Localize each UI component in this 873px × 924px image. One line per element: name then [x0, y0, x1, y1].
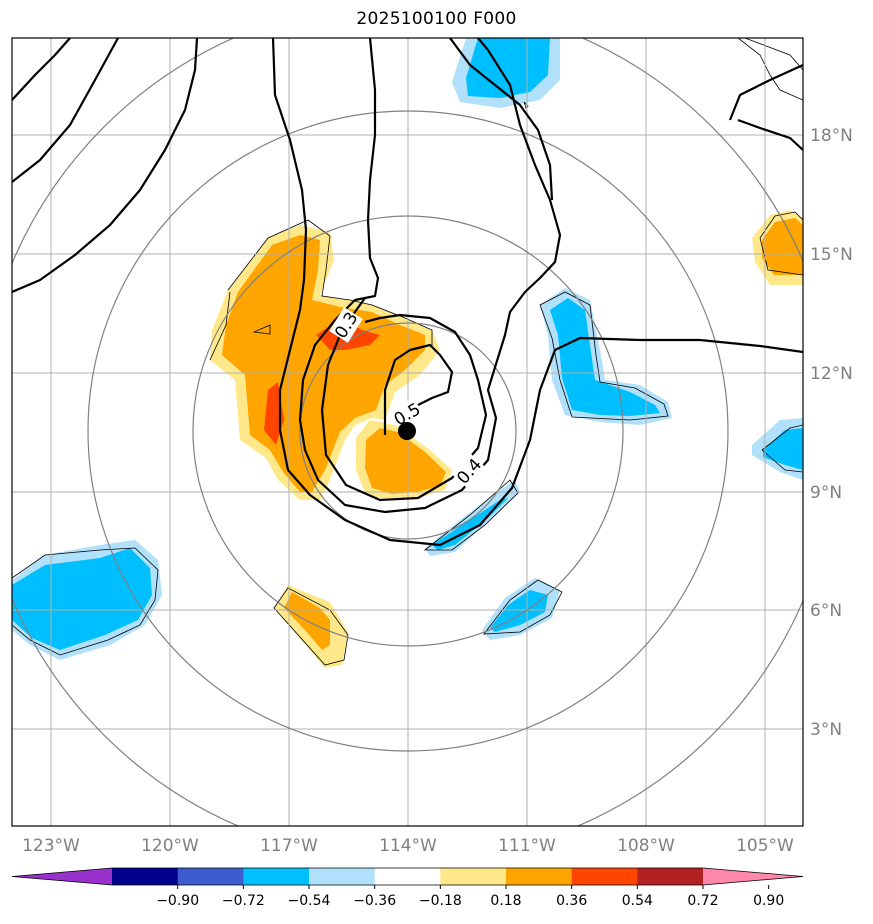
colorbar-tick-label: −0.54	[288, 893, 331, 909]
lat-label: 18°N	[810, 126, 853, 146]
lon-label: 117°W	[260, 836, 318, 856]
colorbar: −0.90 −0.72 −0.54 −0.36 −0.18 0.18 0.36 0.54 0.7…	[11, 867, 804, 909]
shading-outlines	[12, 38, 803, 666]
lon-label: 105°W	[736, 836, 794, 856]
colorbar-tick-label: −0.18	[419, 893, 462, 909]
colorbar-swatch	[177, 868, 244, 885]
colorbar-tick-label: −0.72	[222, 893, 265, 909]
colorbar-swatch	[374, 868, 441, 885]
storm-center-marker	[398, 422, 416, 440]
map-frame	[11, 37, 804, 827]
graticule	[12, 38, 803, 826]
colorbar-swatch	[571, 868, 638, 885]
colorbar-swatch	[112, 868, 179, 885]
colorbar-swatch	[243, 868, 310, 885]
lon-label: 123°W	[22, 836, 80, 856]
colorbar-tick-label: 0.18	[490, 893, 521, 909]
colorbar-tick-label: 0.54	[622, 893, 653, 909]
lon-label: 111°W	[498, 836, 556, 856]
colorbar-swatch	[637, 868, 704, 885]
colorbar-swatch	[440, 868, 507, 885]
colorbar-extend-high	[703, 868, 803, 885]
map-area: 0.3 0.4 0.5	[12, 38, 803, 826]
colorbar-tick-label: 0.72	[687, 893, 718, 909]
map-title: 2025100100 F000	[356, 9, 517, 29]
lat-label: 3°N	[810, 720, 842, 740]
colorbar-tick-label: 0.90	[753, 893, 784, 909]
latitude-labels: 18°N 15°N 12°N 9°N 6°N 3°N	[810, 126, 853, 740]
negative-anomaly-shading	[12, 38, 803, 660]
colorbar-outline	[11, 867, 804, 886]
longitude-labels: 123°W 120°W 117°W 114°W 111°W 108°W 105°…	[22, 836, 794, 856]
range-rings	[12, 38, 803, 826]
lat-label: 6°N	[810, 601, 842, 621]
colorbar-tick-label: 0.36	[556, 893, 587, 909]
lat-label: 12°N	[810, 364, 853, 384]
lat-label: 9°N	[810, 483, 842, 503]
colorbar-swatch	[309, 868, 376, 885]
lon-label: 114°W	[379, 836, 437, 856]
colorbar-tick-label: −0.90	[156, 893, 199, 909]
lat-label: 15°N	[810, 245, 853, 265]
lon-label: 120°W	[141, 836, 199, 856]
colorbar-extend-low	[12, 868, 112, 885]
colorbar-tick-label: −0.36	[353, 893, 396, 909]
colorbar-swatch	[506, 868, 573, 885]
lon-label: 108°W	[617, 836, 675, 856]
